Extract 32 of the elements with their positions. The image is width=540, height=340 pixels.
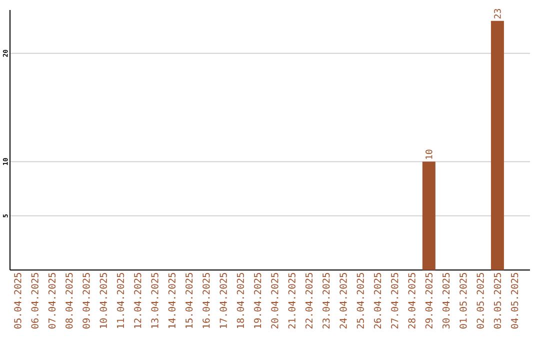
data-label: 23 (494, 9, 501, 18)
x-tick-label: 10.04.2025 (100, 272, 107, 328)
x-tick-label: 23.04.2025 (322, 272, 330, 328)
x-tick-label: 09.04.2025 (82, 272, 90, 329)
x-tick-label: 11.04.2025 (116, 272, 124, 328)
x-tick-label: 02.05.2025 (476, 272, 484, 329)
x-tick-label: 15.04.2025 (185, 272, 193, 328)
x-tick-label: 26.04.2025 (374, 272, 382, 328)
x-tick-label: 28.04.2025 (408, 272, 416, 328)
x-tick-label: 21.04.2025 (288, 272, 296, 328)
x-tick-label: 19.04.2025 (254, 272, 262, 328)
x-tick-label: 14.04.2025 (168, 272, 176, 328)
x-tick-label: 22.04.2025 (305, 272, 313, 328)
x-tick-label: 16.04.2025 (202, 272, 210, 328)
data-label: 10 (426, 150, 432, 159)
x-tick-label: 25.04.2025 (356, 272, 364, 328)
x-tick-label: 29.04.2025 (425, 272, 433, 328)
x-tick-label: 04.05.2025 (511, 272, 518, 329)
x-tick-label: 20.04.2025 (271, 272, 278, 328)
x-tick-label: 08.04.2025 (66, 272, 73, 329)
x-tick-label: 13.04.2025 (151, 272, 158, 328)
x-tick-label: 03.05.2025 (494, 272, 502, 329)
x-tick-label: 01.05.2025 (460, 272, 467, 329)
x-tick-label: 12.04.2025 (134, 272, 142, 328)
x-tick-label: 18.04.2025 (236, 272, 244, 328)
x-tick-label: 27.04.2025 (391, 272, 398, 328)
x-tick-label: 06.04.2025 (31, 272, 38, 329)
x-tick-label: 07.04.2025 (48, 272, 56, 329)
x-tick-label: 30.04.2025 (442, 272, 450, 329)
x-tick-label: 24.04.2025 (340, 272, 347, 328)
x-tick-label: 17.04.2025 (220, 272, 227, 328)
x-tick-label: 05.04.2025 (14, 272, 22, 329)
